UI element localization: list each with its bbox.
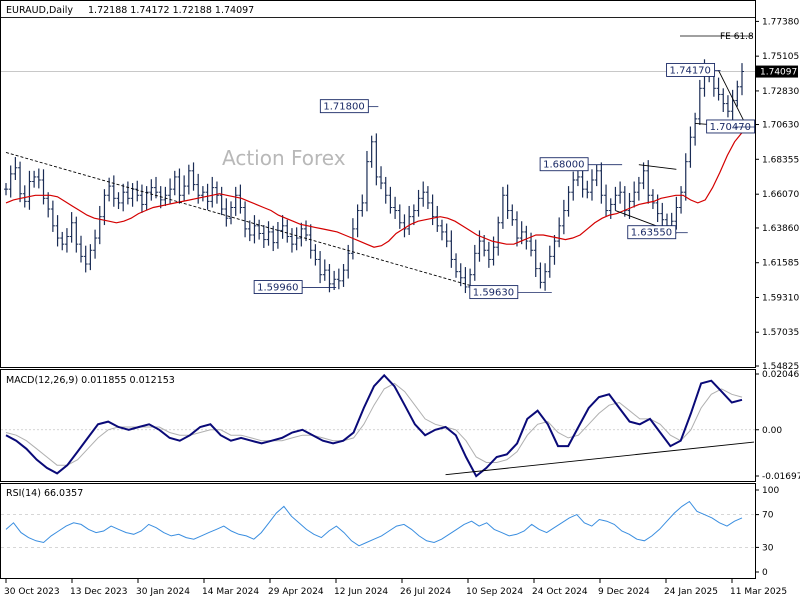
triangle-upper <box>638 164 677 170</box>
price-label-box <box>469 285 519 300</box>
rsi-axis-label: 100 <box>762 486 779 496</box>
last-price-value: 1.74097 <box>760 68 797 78</box>
x-axis-label: 24 Jan 2025 <box>664 587 718 597</box>
price-panel-frame <box>0 0 756 368</box>
flag-upper <box>718 70 748 127</box>
x-axis-label: 11 Mar 2025 <box>730 587 787 597</box>
price-label-box <box>627 225 677 240</box>
price-axis-label: 1.59310 <box>762 293 799 303</box>
price-axis-label: 1.66070 <box>762 190 799 200</box>
x-axis-label: 24 Oct 2024 <box>532 587 588 597</box>
price-label: 1.68000 <box>543 160 584 171</box>
price-axis-label: 1.75105 <box>762 52 799 62</box>
rsi-title: RSI(14) 66.0357 <box>6 488 83 499</box>
macd-title: MACD(12,26,9) 0.011855 0.012153 <box>6 375 175 386</box>
rsi-line <box>5 500 743 547</box>
watermark: Action Forex <box>222 146 346 170</box>
macd-trendline <box>445 441 755 476</box>
axes-layer: 1.77380 1.75105 1.72830 1.70630 1.68355 1.660… <box>4 17 800 597</box>
x-axis-label: 30 Jan 2024 <box>136 587 190 597</box>
price-label-box <box>253 280 303 294</box>
price-label: 1.59630 <box>473 288 514 299</box>
macd-axis-label: 0.00 <box>762 426 782 436</box>
macd-signal-line <box>5 382 743 466</box>
rsi-axis-label: 70 <box>762 511 774 521</box>
fib-label: FE 61.8 <box>720 32 754 42</box>
chart-ohlc: 1.72188 1.74172 1.72188 1.74097 <box>88 5 254 16</box>
macd-axis-label: 0.02046 <box>762 370 799 380</box>
price-label-box <box>706 119 756 134</box>
downtrend-dotted <box>5 152 471 286</box>
x-axis-label: 26 Jul 2024 <box>400 587 451 597</box>
macd-line <box>5 373 743 478</box>
x-axis-label: 30 Oct 2023 <box>4 587 60 597</box>
price-label: 1.74170 <box>670 65 711 76</box>
x-axis-label: 29 Apr 2024 <box>268 587 324 597</box>
price-label-box <box>319 99 369 114</box>
price-axis-label: 1.61585 <box>762 259 799 269</box>
chart-symbol: EURAUD,Daily <box>6 5 73 16</box>
rsi-panel-frame <box>0 483 756 579</box>
price-label: 1.70470 <box>710 122 751 133</box>
price-label: 1.59960 <box>257 283 298 294</box>
sma-line <box>5 132 743 248</box>
price-axis-label: 1.63860 <box>762 224 799 234</box>
last-price-tag <box>756 65 798 78</box>
price-axis-label: 1.72830 <box>762 87 799 97</box>
price-axis-label: 1.54825 <box>762 362 799 372</box>
macd-panel-frame <box>0 369 756 482</box>
rsi-axis-label: 0 <box>762 568 768 578</box>
price-label: 1.71800 <box>323 102 364 113</box>
price-axis-label: 1.57035 <box>762 328 799 338</box>
macd-axis-label: -0.01697 <box>762 472 800 482</box>
price-layer: 1.71800 1.59960 1.59630 1.68000 1.63550 1.741… <box>1 17 756 300</box>
x-axis-label: 14 Mar 2024 <box>202 587 259 597</box>
rsi-layer <box>5 500 743 547</box>
x-axis-label: 12 Jun 2024 <box>334 587 388 597</box>
price-axis-label: 1.77380 <box>762 17 799 27</box>
price-label-box <box>666 62 716 77</box>
price-axis-label: 1.70630 <box>762 121 799 131</box>
x-axis-label: 10 Sep 2024 <box>466 587 523 597</box>
price-label-box <box>539 157 589 172</box>
x-axis-label: 9 Dec 2024 <box>598 587 650 597</box>
price-label: 1.63550 <box>631 228 672 239</box>
rsi-axis-label: 30 <box>762 543 774 553</box>
x-axis-label: 13 Dec 2023 <box>70 587 128 597</box>
macd-layer <box>5 373 755 478</box>
price-axis-label: 1.68355 <box>762 155 799 165</box>
